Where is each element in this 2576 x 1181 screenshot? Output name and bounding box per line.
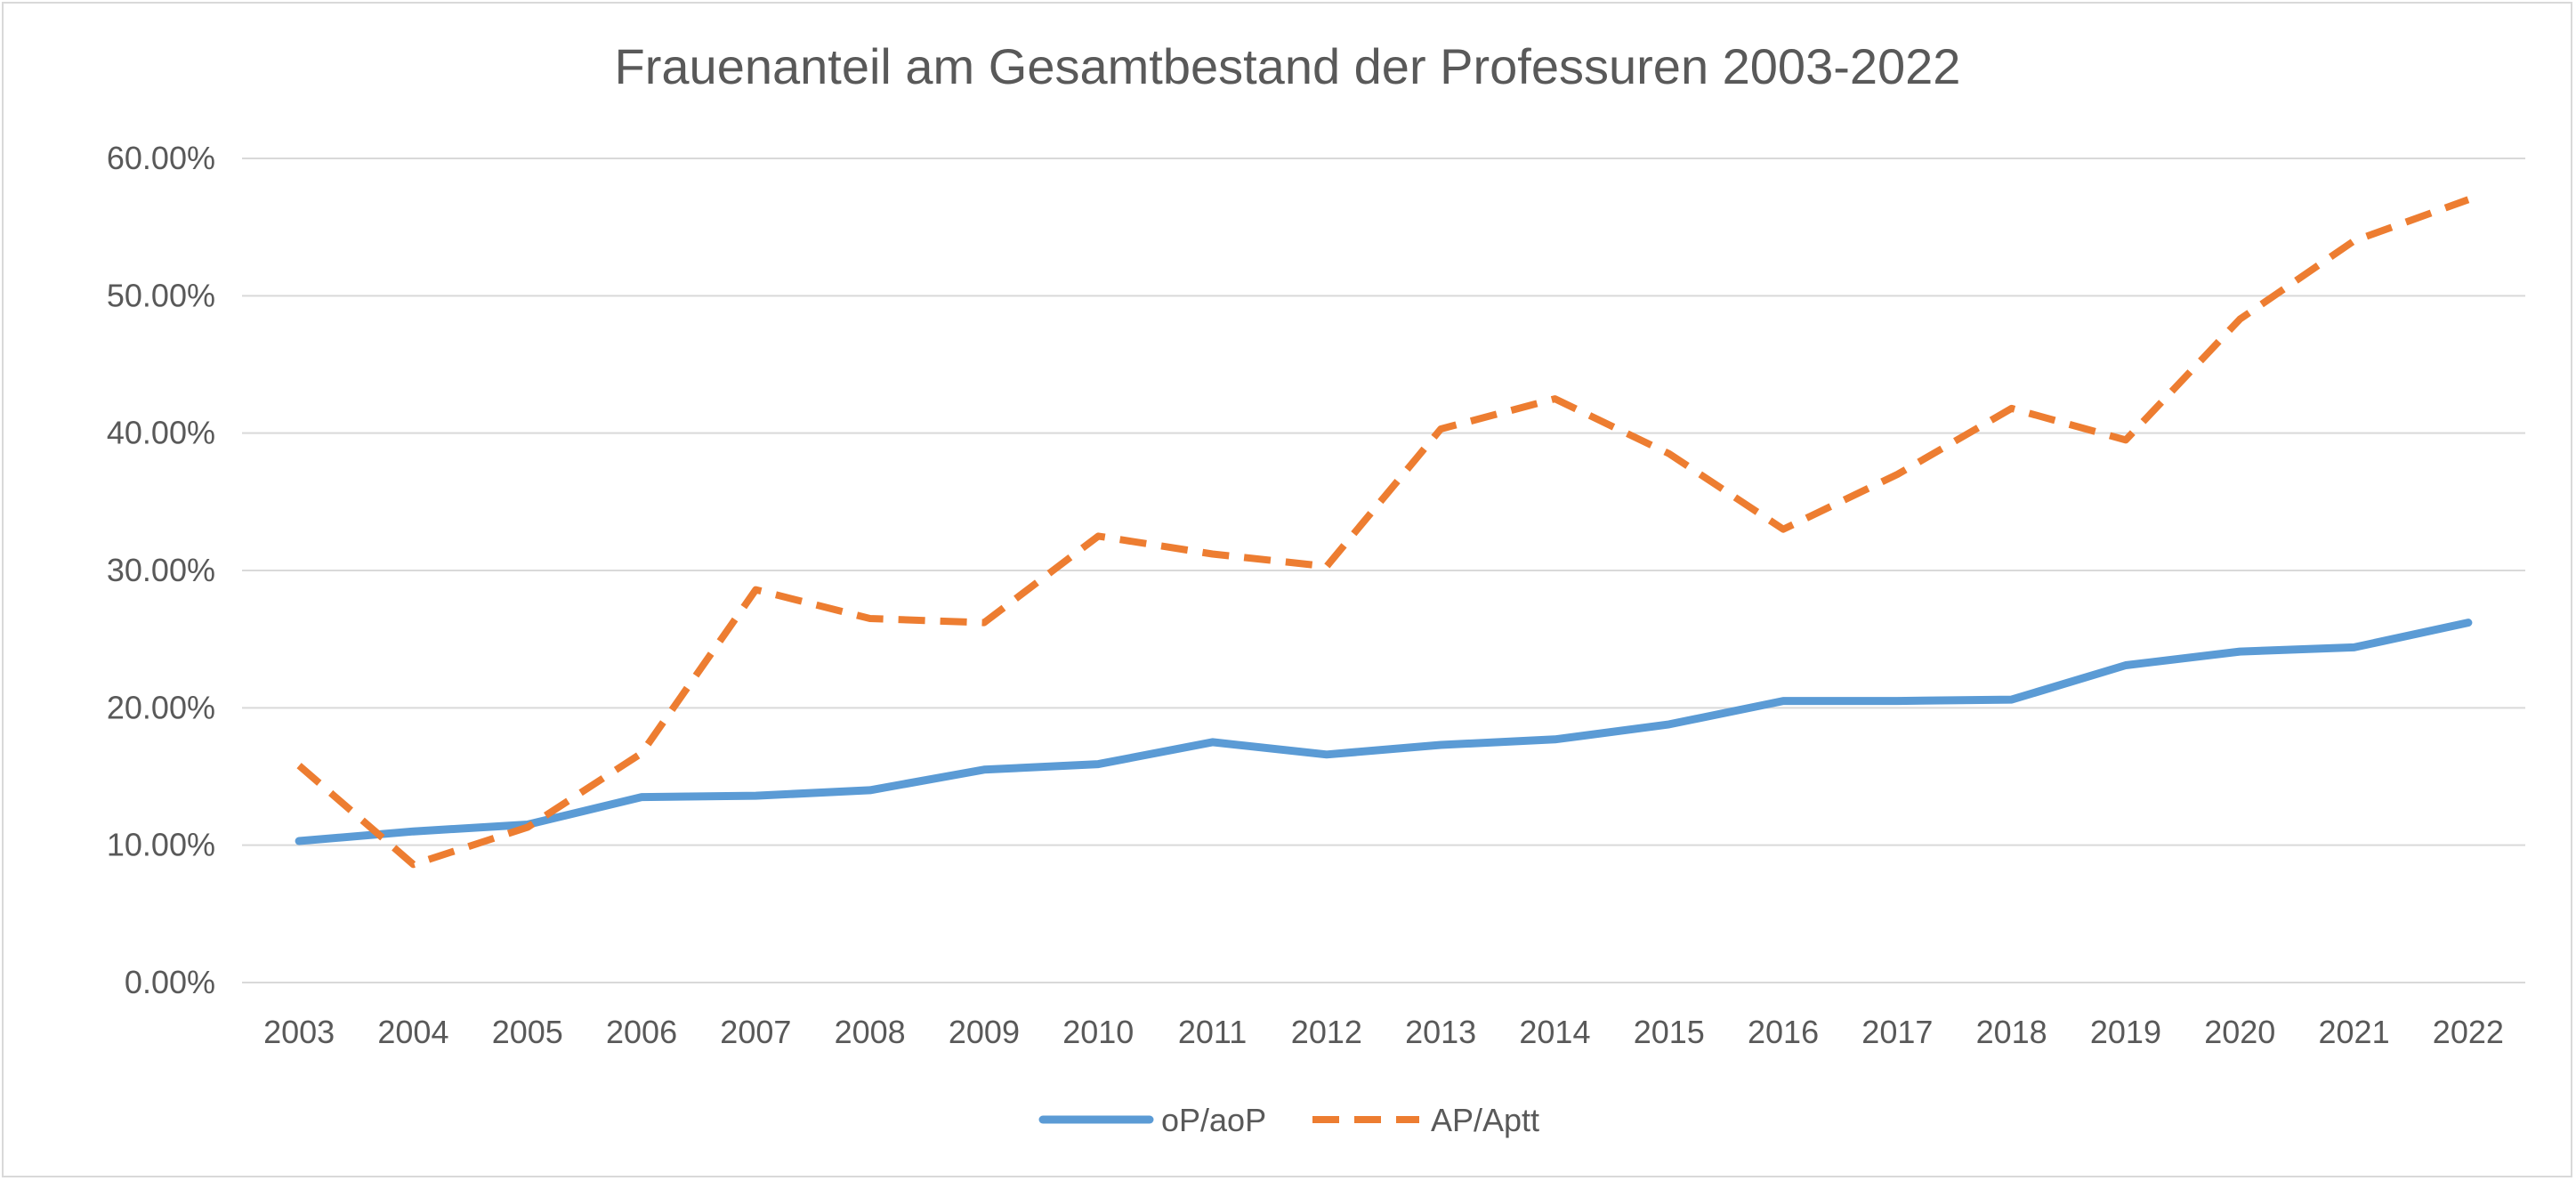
y-tick-label: 30.00% [107,552,215,588]
x-tick-label: 2017 [1861,1014,1933,1050]
legend-label-1: oP/aoP [1161,1102,1266,1138]
chart-title: Frauenanteil am Gesamtbestand der Profes… [615,38,1961,94]
y-tick-label: 60.00% [107,140,215,176]
y-tick-label: 0.00% [125,964,215,1000]
x-tick-label: 2014 [1519,1014,1590,1050]
x-tick-label: 2011 [1178,1014,1247,1050]
series-line-1 [295,619,2473,845]
y-tick-label: 50.00% [107,277,215,313]
x-tick-label: 2022 [2433,1014,2504,1050]
x-tick-label: 2016 [1748,1014,1819,1050]
x-axis: 2003 2004 2005 2006 2007 2008 2009 2010 2011 2012… [263,1014,2504,1050]
x-tick-label: 2008 [835,1014,906,1050]
x-tick-label: 2003 [263,1014,335,1050]
x-tick-label: 2020 [2204,1014,2275,1050]
y-tick-label: 40.00% [107,415,215,451]
x-tick-label: 2018 [1976,1014,2047,1050]
series-layer [295,196,2473,869]
x-tick-label: 2015 [1634,1014,1705,1050]
x-tick-label: 2010 [1062,1014,1134,1050]
x-tick-label: 2021 [2319,1014,2390,1050]
x-tick-label: 2005 [492,1014,563,1050]
y-tick-label: 20.00% [107,689,215,725]
x-tick-label: 2007 [720,1014,791,1050]
legend: oP/aoP AP/Aptt [1038,1102,1539,1138]
x-tick-label: 2019 [2090,1014,2161,1050]
x-tick-label: 2013 [1405,1014,1476,1050]
x-tick-label: 2004 [377,1014,448,1050]
y-axis: 0.00% 10.00% 20.00% 30.00% 40.00% 50.00% 60.00… [107,140,215,1000]
series-line-2 [296,196,2470,869]
x-tick-label: 2006 [606,1014,677,1050]
y-tick-label: 10.00% [107,827,215,863]
x-tick-label: 2009 [949,1014,1020,1050]
legend-label-2: AP/Aptt [1431,1102,1539,1138]
x-tick-label: 2012 [1291,1014,1362,1050]
gridlines [242,158,2525,983]
